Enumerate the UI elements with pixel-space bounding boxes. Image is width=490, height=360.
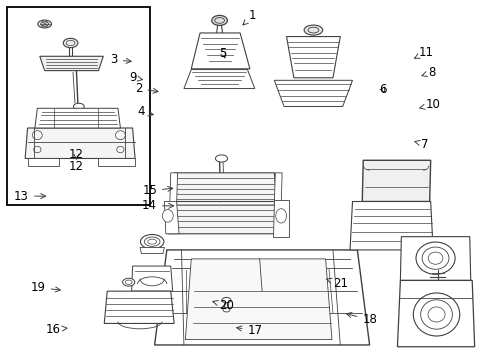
Text: 21: 21: [327, 278, 348, 291]
Polygon shape: [35, 108, 121, 128]
Text: 18: 18: [346, 312, 377, 327]
Polygon shape: [167, 205, 284, 234]
Ellipse shape: [216, 155, 228, 162]
Text: 4: 4: [137, 105, 153, 118]
Ellipse shape: [304, 25, 323, 35]
Polygon shape: [273, 200, 289, 237]
Text: 1: 1: [243, 9, 256, 25]
Ellipse shape: [162, 210, 173, 222]
Polygon shape: [27, 158, 59, 166]
Text: 12: 12: [69, 148, 84, 161]
Text: 12: 12: [69, 160, 84, 173]
Ellipse shape: [414, 293, 460, 336]
Text: 20: 20: [213, 299, 235, 312]
Polygon shape: [274, 80, 352, 107]
Polygon shape: [172, 173, 277, 202]
Text: 9: 9: [129, 71, 143, 84]
Ellipse shape: [74, 103, 84, 110]
Polygon shape: [184, 69, 255, 89]
Text: 11: 11: [415, 46, 434, 59]
Ellipse shape: [63, 39, 78, 48]
Polygon shape: [155, 250, 369, 345]
Text: 6: 6: [379, 83, 387, 96]
Polygon shape: [104, 291, 174, 323]
Text: 10: 10: [420, 98, 441, 111]
Ellipse shape: [276, 209, 287, 223]
Polygon shape: [132, 266, 172, 291]
Polygon shape: [397, 280, 475, 347]
Text: 8: 8: [422, 66, 436, 79]
Ellipse shape: [38, 20, 51, 28]
Text: 19: 19: [31, 281, 60, 294]
Polygon shape: [191, 33, 250, 69]
Text: 16: 16: [46, 323, 67, 336]
Polygon shape: [287, 37, 340, 78]
Text: 5: 5: [220, 47, 227, 60]
Ellipse shape: [141, 234, 164, 249]
Text: 13: 13: [14, 190, 46, 203]
Bar: [6, 7, 150, 205]
Polygon shape: [140, 247, 164, 253]
Text: 2: 2: [135, 82, 158, 95]
Ellipse shape: [212, 15, 227, 26]
Polygon shape: [25, 128, 135, 158]
Polygon shape: [170, 173, 177, 205]
Text: 17: 17: [237, 324, 263, 337]
Polygon shape: [40, 56, 103, 71]
Polygon shape: [400, 237, 471, 280]
Text: 15: 15: [142, 184, 173, 197]
Text: 7: 7: [415, 138, 428, 150]
Polygon shape: [98, 158, 135, 166]
Polygon shape: [164, 202, 179, 234]
Polygon shape: [362, 160, 431, 202]
Polygon shape: [350, 202, 433, 250]
Polygon shape: [274, 173, 282, 205]
Polygon shape: [185, 259, 332, 339]
Ellipse shape: [122, 278, 135, 286]
Text: 3: 3: [111, 53, 131, 66]
Text: 14: 14: [142, 199, 173, 212]
Ellipse shape: [222, 297, 231, 303]
Ellipse shape: [416, 242, 455, 274]
